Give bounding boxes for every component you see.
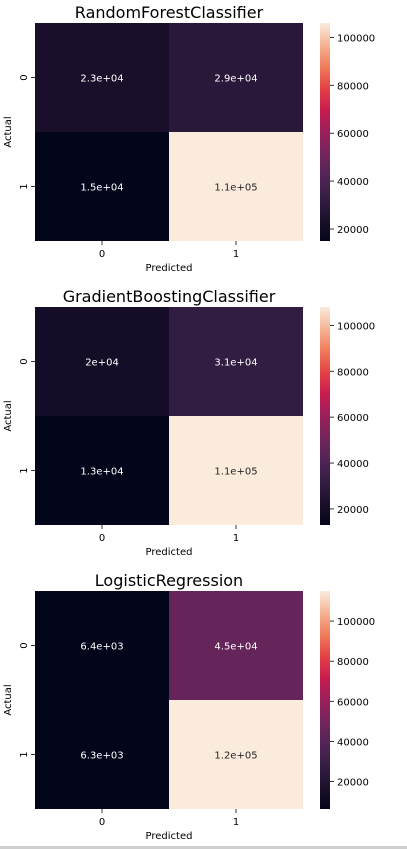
x-tick-label: 0 <box>99 533 105 544</box>
y-tick-label: 0 <box>19 358 30 364</box>
y-axis-label: Actual <box>3 684 14 715</box>
heatmap-cell <box>35 132 169 241</box>
colorbar-tick-label: 40000 <box>337 177 369 188</box>
cell-value-label: 1.5e+04 <box>80 183 123 194</box>
cell-value-label: 6.4e+03 <box>80 642 123 653</box>
cell-value-label: 2.9e+04 <box>214 74 257 85</box>
colorbar <box>320 591 330 809</box>
heatmap-panel-1: RandomForestClassifier 2.3e+04 2.9e+04 1.5e… <box>3 3 375 274</box>
colorbar-tick-label: 60000 <box>337 697 369 708</box>
cell-value-label: 3.1e+04 <box>214 358 257 369</box>
x-tick-label: 1 <box>233 817 239 828</box>
heatmap-cell <box>35 23 169 132</box>
x-axis-label: Predicted <box>146 263 193 274</box>
y-tick-label: 0 <box>19 642 30 648</box>
x-tick-label: 1 <box>233 533 239 544</box>
x-axis-label: Predicted <box>146 547 193 558</box>
cell-value-label: 4.5e+04 <box>214 642 257 653</box>
chart-title: RandomForestClassifier <box>75 3 264 22</box>
colorbar-tick-label: 80000 <box>337 367 369 378</box>
chart-title: GradientBoostingClassifier <box>63 287 276 306</box>
colorbar <box>320 307 330 525</box>
heatmap-cell <box>35 700 169 809</box>
cell-value-label: 1.2e+05 <box>214 751 257 762</box>
cell-value-label: 1.3e+04 <box>80 467 123 478</box>
colorbar-tick-label: 60000 <box>337 129 369 140</box>
heatmap-panel-3: LogisticRegression 6.4e+03 4.5e+04 6.3e+03 1… <box>3 571 375 842</box>
colorbar-tick-label: 80000 <box>337 657 369 668</box>
heatmap-cell <box>169 23 303 132</box>
bottom-divider <box>0 846 407 849</box>
cell-value-label: 1.1e+05 <box>214 467 257 478</box>
heatmap-cell <box>169 307 303 416</box>
cell-value-label: 1.1e+05 <box>214 183 257 194</box>
colorbar-tick-label: 20000 <box>337 778 369 789</box>
x-tick-label: 1 <box>233 249 239 260</box>
colorbar-tick-label: 20000 <box>337 505 369 516</box>
cell-value-label: 2e+04 <box>85 358 119 369</box>
colorbar-tick-label: 100000 <box>337 33 375 44</box>
x-tick-label: 0 <box>99 249 105 260</box>
cell-value-label: 6.3e+03 <box>80 751 123 762</box>
x-tick-label: 0 <box>99 817 105 828</box>
colorbar-tick-label: 100000 <box>337 617 375 628</box>
colorbar-tick-label: 80000 <box>337 81 369 92</box>
colorbar-tick-label: 60000 <box>337 413 369 424</box>
x-axis-label: Predicted <box>146 831 193 842</box>
heatmap-cell <box>169 700 303 809</box>
y-axis-label: Actual <box>3 116 14 147</box>
colorbar-tick-label: 40000 <box>337 459 369 470</box>
heatmap-cell <box>35 307 169 416</box>
heatmap-panel-2: GradientBoostingClassifier 2e+04 3.1e+04 1.… <box>3 287 375 558</box>
y-tick-label: 1 <box>19 751 30 757</box>
colorbar <box>320 23 330 241</box>
heatmap-cell <box>35 591 169 700</box>
heatmap-cell <box>169 416 303 525</box>
colorbar-tick-label: 40000 <box>337 737 369 748</box>
colorbar-tick-label: 20000 <box>337 225 369 236</box>
heatmap-cell <box>169 591 303 700</box>
cell-value-label: 2.3e+04 <box>80 74 123 85</box>
y-tick-label: 0 <box>19 74 30 80</box>
colorbar-tick-label: 100000 <box>337 321 375 332</box>
heatmap-cell <box>35 416 169 525</box>
y-axis-label: Actual <box>3 400 14 431</box>
chart-title: LogisticRegression <box>95 571 243 590</box>
y-tick-label: 1 <box>19 467 30 473</box>
y-tick-label: 1 <box>19 183 30 189</box>
heatmap-cell <box>169 132 303 241</box>
